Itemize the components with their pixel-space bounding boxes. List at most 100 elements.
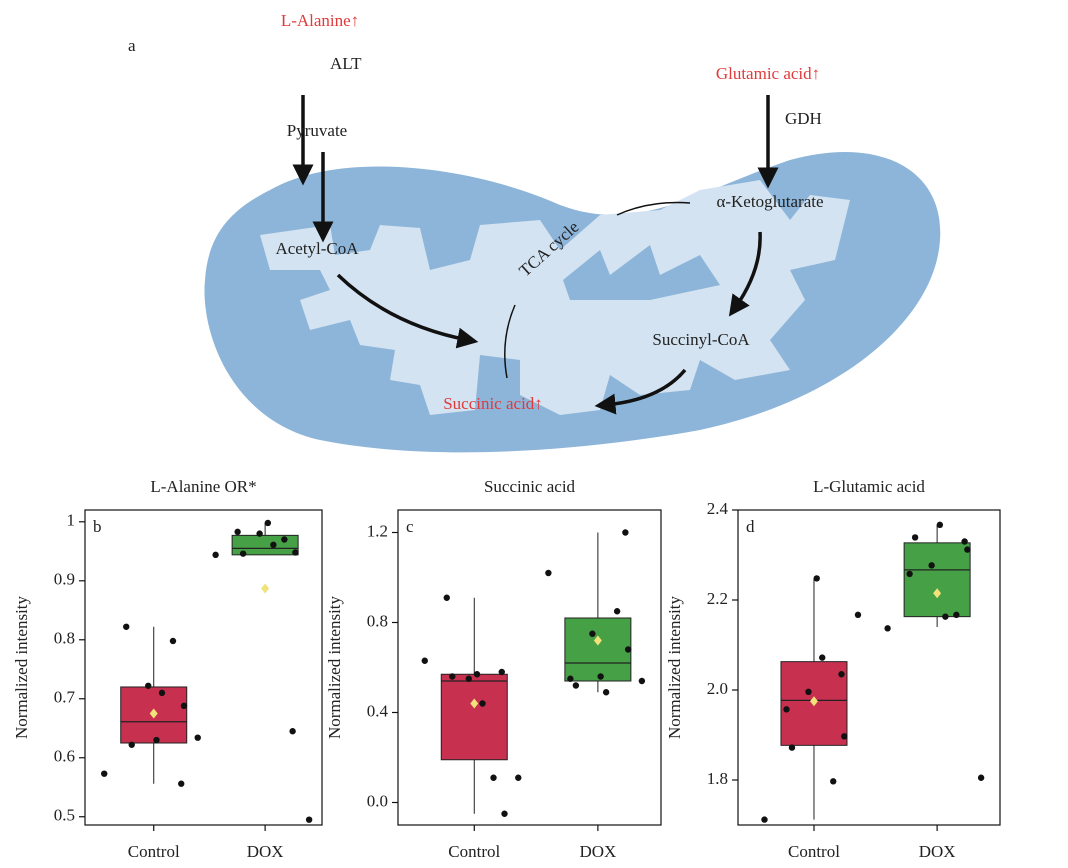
y-tick-label: 0.4: [367, 701, 389, 720]
y-tick-label: 0.7: [54, 688, 76, 707]
figure: a L-Alanine↑ ALT Pyruvate Acetyl-CoA TCA…: [0, 0, 1068, 868]
x-tick-label: DOX: [579, 842, 616, 861]
data-point: [589, 631, 595, 637]
data-point: [281, 536, 287, 542]
diagram: a L-Alanine↑ ALT Pyruvate Acetyl-CoA TCA…: [128, 11, 940, 452]
data-point: [805, 689, 811, 695]
data-point: [855, 612, 861, 618]
data-point: [639, 678, 645, 684]
data-point: [444, 595, 450, 601]
panel-label: d: [746, 517, 755, 536]
chart-title: Succinic acid: [484, 477, 576, 496]
metabolite: L-Alanine↑: [281, 11, 359, 30]
data-point: [545, 570, 551, 576]
y-tick-label: 0.8: [54, 629, 75, 648]
data-point: [567, 676, 573, 682]
data-point: [625, 646, 631, 652]
y-axis-label: Normalized intensity: [12, 595, 31, 739]
data-point: [953, 612, 959, 618]
metabolite: α-Ketoglutarate: [716, 192, 823, 211]
data-point: [499, 669, 505, 675]
y-axis-label: Normalized intensity: [665, 595, 684, 739]
data-point: [159, 690, 165, 696]
y-tick-label: 1: [67, 511, 76, 530]
data-point: [292, 549, 298, 555]
data-point: [289, 728, 295, 734]
x-tick-label: Control: [448, 842, 500, 861]
data-point: [961, 538, 967, 544]
data-point: [101, 770, 107, 776]
metabolite: Succinic acid↑: [443, 394, 543, 413]
y-tick-label: 0.6: [54, 747, 75, 766]
y-tick-label: 2.4: [707, 499, 729, 518]
data-point: [937, 522, 943, 528]
data-point: [234, 529, 240, 535]
y-axis-label: Normalized intensity: [325, 595, 344, 739]
data-point: [422, 658, 428, 664]
y-tick-label: 1.2: [367, 521, 388, 540]
data-point: [841, 733, 847, 739]
data-point: [181, 703, 187, 709]
chart-title: L-Alanine OR*: [150, 477, 256, 496]
x-tick-label: Control: [128, 842, 180, 861]
y-tick-label: 0.9: [54, 570, 75, 589]
metabolite: Succinyl-CoA: [652, 330, 750, 349]
y-tick-label: 2.0: [707, 679, 728, 698]
x-tick-label: Control: [788, 842, 840, 861]
x-tick-label: DOX: [247, 842, 284, 861]
plot-frame: [85, 510, 322, 825]
data-point: [838, 671, 844, 677]
data-point: [573, 682, 579, 688]
data-point: [906, 571, 912, 577]
x-tick-label: DOX: [919, 842, 956, 861]
data-point: [270, 542, 276, 548]
data-point: [603, 689, 609, 695]
enzyme: GDH: [785, 109, 822, 128]
data-point: [884, 625, 890, 631]
box: [441, 674, 507, 760]
y-tick-label: 0.8: [367, 611, 388, 630]
data-point: [474, 671, 480, 677]
y-tick-label: 0.5: [54, 806, 75, 825]
data-point: [306, 816, 312, 822]
metabolite: Glutamic acid↑: [716, 64, 820, 83]
data-point: [212, 552, 218, 558]
data-point: [170, 638, 176, 644]
y-tick-label: 0.0: [367, 791, 388, 810]
metabolite: Acetyl-CoA: [275, 239, 359, 258]
data-point: [501, 811, 507, 817]
data-point: [761, 816, 767, 822]
box: [904, 543, 970, 617]
data-point: [145, 683, 151, 689]
data-point: [942, 613, 948, 619]
chart-title: L-Glutamic acid: [813, 477, 925, 496]
data-point: [783, 706, 789, 712]
data-point: [622, 529, 628, 535]
y-tick-label: 2.2: [707, 589, 728, 608]
data-point: [449, 673, 455, 679]
box: [565, 618, 631, 681]
data-point: [153, 737, 159, 743]
data-point: [195, 734, 201, 740]
y-tick-label: 1.8: [707, 769, 728, 788]
data-point: [256, 530, 262, 536]
data-point: [964, 546, 970, 552]
data-point: [912, 534, 918, 540]
data-point: [129, 742, 135, 748]
data-point: [490, 775, 496, 781]
data-point: [515, 775, 521, 781]
data-point: [928, 562, 934, 568]
data-point: [240, 550, 246, 556]
metabolite: Pyruvate: [287, 121, 347, 140]
data-point: [479, 700, 485, 706]
data-point: [614, 608, 620, 614]
data-point: [178, 781, 184, 787]
enzyme: ALT: [330, 54, 362, 73]
data-point: [466, 676, 472, 682]
panel-label: c: [406, 517, 414, 536]
data-point: [789, 744, 795, 750]
data-point: [265, 520, 271, 526]
panel-label: b: [93, 517, 102, 536]
data-point: [123, 624, 129, 630]
panel-label: a: [128, 36, 136, 55]
